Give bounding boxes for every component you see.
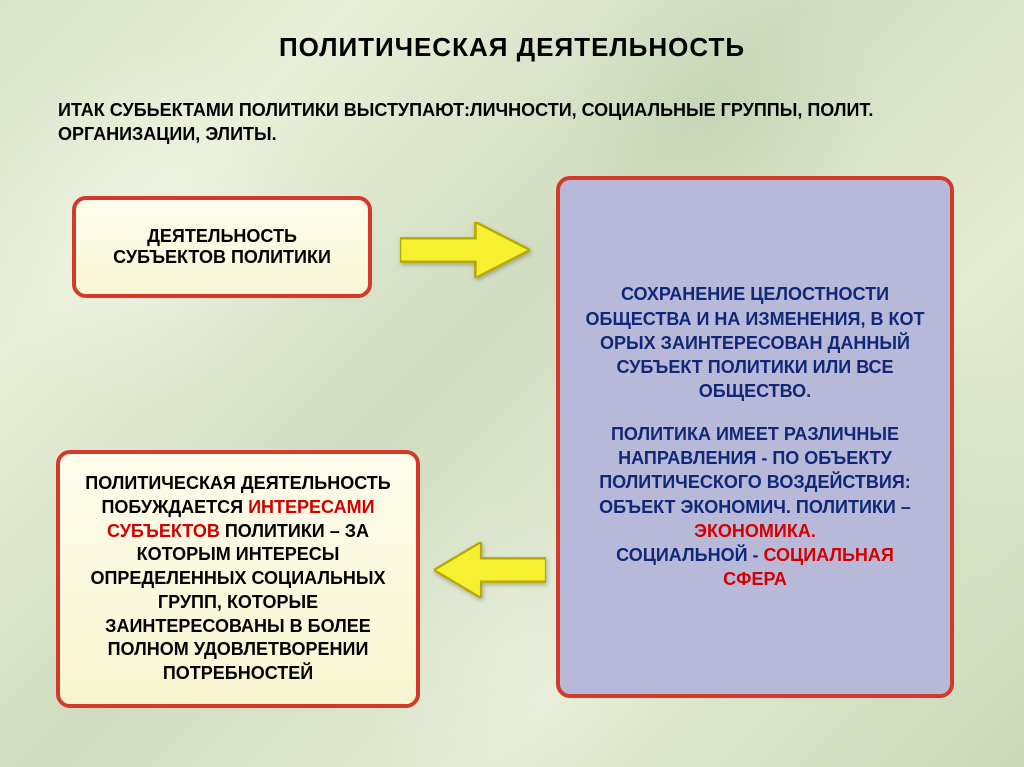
box-interests: ПОЛИТИЧЕСКАЯ ДЕЯТЕЛЬНОСТЬ ПОБУЖДАЕТСЯ ИН… — [56, 450, 420, 708]
box2-p2c-text: СОЦИАЛЬНОЙ - — [616, 545, 763, 565]
arrow-left-icon — [434, 542, 546, 598]
box-integrity-directions: СОХРАНЕНИЕ ЦЕЛОСТНОСТИ ОБЩЕСТВА И НА ИЗМ… — [556, 176, 954, 698]
box3-text: ПОЛИТИЧЕСКАЯ ДЕЯТЕЛЬНОСТЬ ПОБУЖДАЕТСЯ ИН… — [76, 472, 400, 686]
box3-post: ПОЛИТИКИ – ЗА КОТОРЫМ ИНТЕРЕСЫ ОПРЕДЕЛЕН… — [90, 521, 385, 684]
box2-p2b-highlight: ЭКОНОМИКА. — [694, 521, 816, 541]
box-activity-subjects: ДЕЯТЕЛЬНОСТЬ СУБЪЕКТОВ ПОЛИТИКИ — [72, 196, 372, 298]
slide-title: ПОЛИТИЧЕСКАЯ ДЕЯТЕЛЬНОСТЬ — [0, 32, 1024, 63]
arrow-left-svg — [434, 542, 546, 598]
box2-p1: СОХРАНЕНИЕ ЦЕЛОСТНОСТИ ОБЩЕСТВА И НА ИЗМ… — [582, 282, 928, 403]
box2-p2b-text: ОБЪЕКТ ЭКОНОМИЧ. ПОЛИТИКИ – — [599, 497, 911, 517]
box2-p2b: ОБЪЕКТ ЭКОНОМИЧ. ПОЛИТИКИ – ЭКОНОМИКА. — [582, 495, 928, 544]
arrow-right-svg — [400, 222, 530, 278]
box1-line2: СУБЪЕКТОВ ПОЛИТИКИ — [92, 247, 352, 268]
arrow-right-icon — [400, 222, 530, 278]
intro-text: ИТАК СУБЬЕКТАМИ ПОЛИТИКИ ВЫСТУПАЮТ:ЛИЧНО… — [58, 98, 966, 147]
box2-p2a: ПОЛИТИКА ИМЕЕТ РАЗЛИЧНЫЕ НАПРАВЛЕНИЯ - П… — [582, 422, 928, 495]
box2-p2c: СОЦИАЛЬНОЙ - СОЦИАЛЬНАЯ СФЕРА — [582, 543, 928, 592]
box1-line1: ДЕЯТЕЛЬНОСТЬ — [92, 226, 352, 247]
box2-content: СОХРАНЕНИЕ ЦЕЛОСТНОСТИ ОБЩЕСТВА И НА ИЗМ… — [576, 276, 934, 598]
